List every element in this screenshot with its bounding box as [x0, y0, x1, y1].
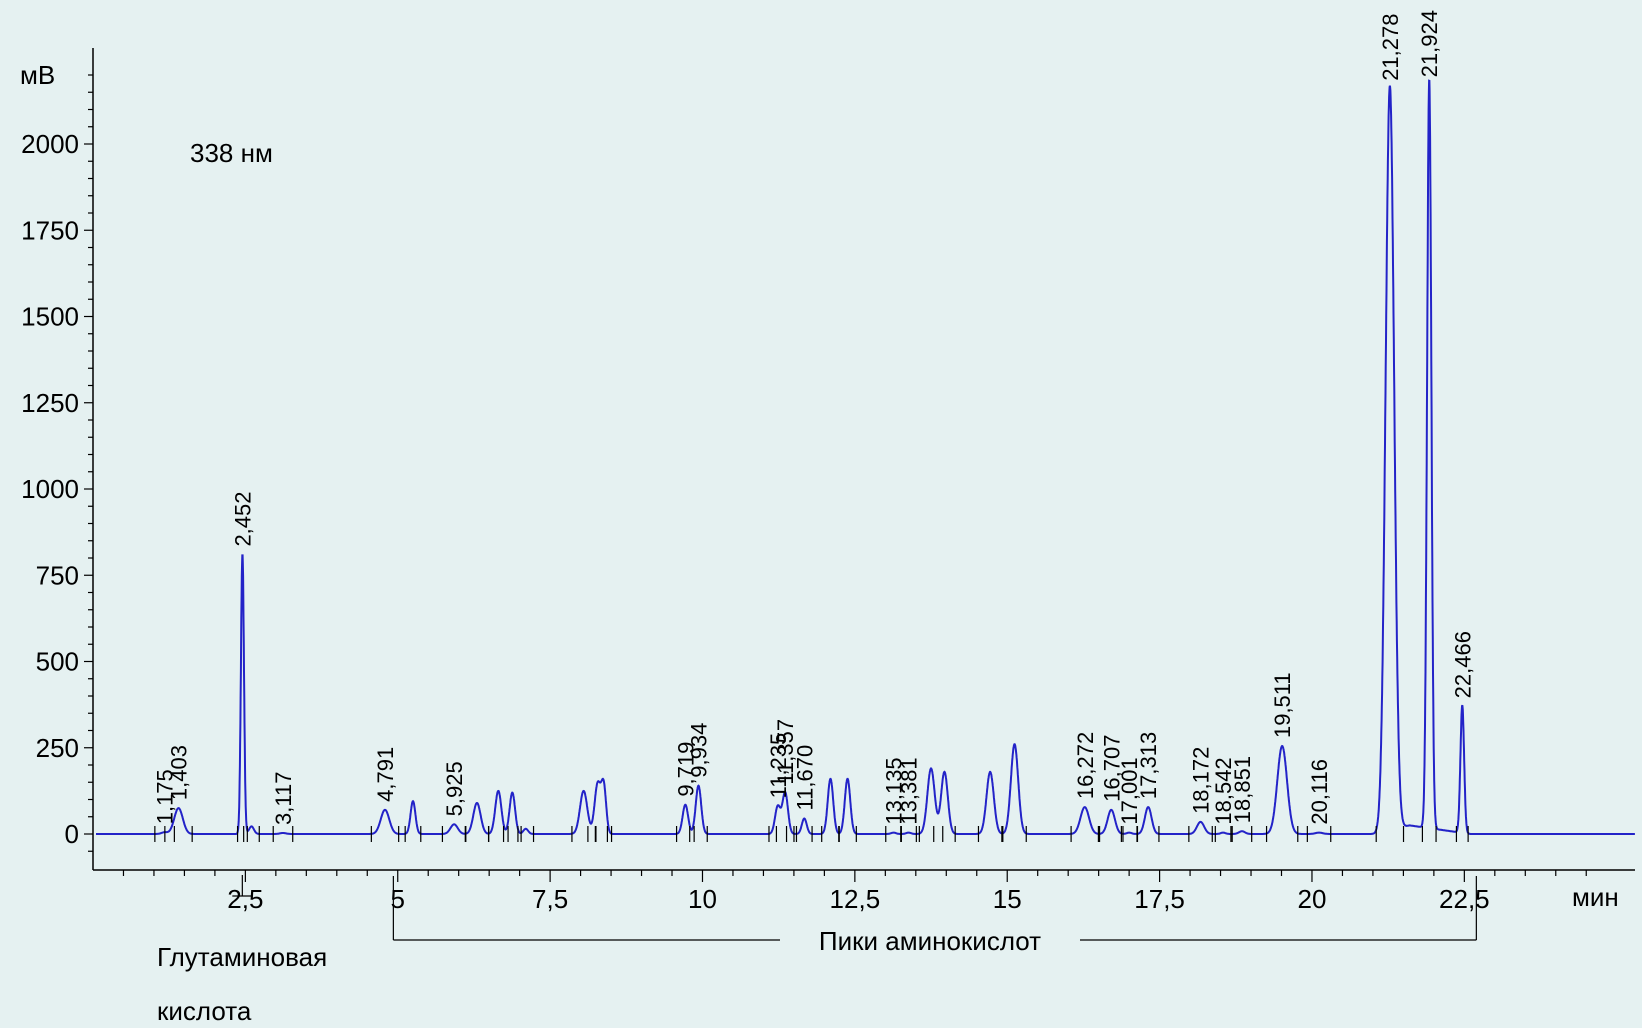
peak-label: 13,135 [882, 757, 907, 824]
x-tick-label: 22,5 [1439, 884, 1490, 914]
peak-label: 1,403 [167, 745, 192, 800]
peak-label: 18,172 [1189, 747, 1214, 814]
x-tick-label: 15 [993, 884, 1022, 914]
peak-label: 22,466 [1450, 631, 1475, 698]
peak-label: 18,851 [1230, 756, 1255, 823]
peak-label: 16,707 [1099, 735, 1124, 802]
peak-label: 21,278 [1378, 14, 1403, 81]
x-tick-label: 2,5 [227, 884, 263, 914]
y-tick-label: 0 [65, 819, 79, 849]
y-tick-label: 1750 [21, 215, 79, 245]
peak-label: 1,175 [153, 769, 178, 824]
peak-label: 11,235 [766, 733, 791, 799]
peak-label: 2,452 [230, 491, 255, 546]
peak-label: 18,542 [1211, 757, 1236, 824]
peak-label: 4,791 [373, 747, 398, 802]
x-tick-label: 7,5 [532, 884, 568, 914]
peak-label: 5,925 [442, 761, 467, 816]
x-tick-label: 5 [391, 884, 405, 914]
peak-label: 16,272 [1073, 732, 1098, 799]
chromatogram-trace [96, 79, 1635, 835]
y-tick-label: 250 [36, 733, 79, 763]
y-tick-label: 1250 [21, 388, 79, 418]
x-tick-label: 17,5 [1134, 884, 1185, 914]
y-tick-label: 1500 [21, 302, 79, 332]
y-axis-unit: мВ [20, 60, 55, 90]
x-axis-unit: мин [1572, 882, 1619, 912]
y-tick-label: 750 [36, 560, 79, 590]
glutamic-acid-label-line2: кислота [157, 996, 252, 1023]
peak-label: 11,670 [792, 745, 817, 811]
peak-label: 20,116 [1307, 759, 1332, 825]
peak-label: 3,117 [271, 772, 296, 825]
axes: 0 250 500 750 1000 1250 1500 1750 2000 2,5 5 7,5 10 1… [21, 48, 1635, 914]
peak-label: 19,511 [1270, 672, 1295, 738]
x-tick-label: 20 [1298, 884, 1327, 914]
peak-label: 17,001 [1117, 757, 1142, 824]
y-tick-label: 1000 [21, 474, 79, 504]
peak-label: 11,357 [773, 719, 798, 785]
amino-acid-peaks-label: Пики аминокислот [819, 926, 1041, 956]
trace [96, 79, 1635, 835]
glutamic-acid-label-line1: Глутаминовая [157, 942, 327, 972]
y-tick-label: 500 [36, 647, 79, 677]
peak-label: 9,934 [686, 723, 711, 778]
annotations: Глутаминовая кислота Пики аминокислот [157, 875, 1477, 1026]
wavelength-label: 338 нм [190, 138, 273, 168]
x-tick-label: 10 [688, 884, 717, 914]
peak-label: 13,381 [897, 757, 922, 824]
peak-label: 9,719 [673, 742, 698, 797]
y-tick-label: 2000 [21, 129, 79, 159]
x-tick-label: 12,5 [830, 884, 881, 914]
peak-label: 21,924 [1417, 10, 1442, 77]
peak-label: 17,313 [1136, 732, 1161, 799]
